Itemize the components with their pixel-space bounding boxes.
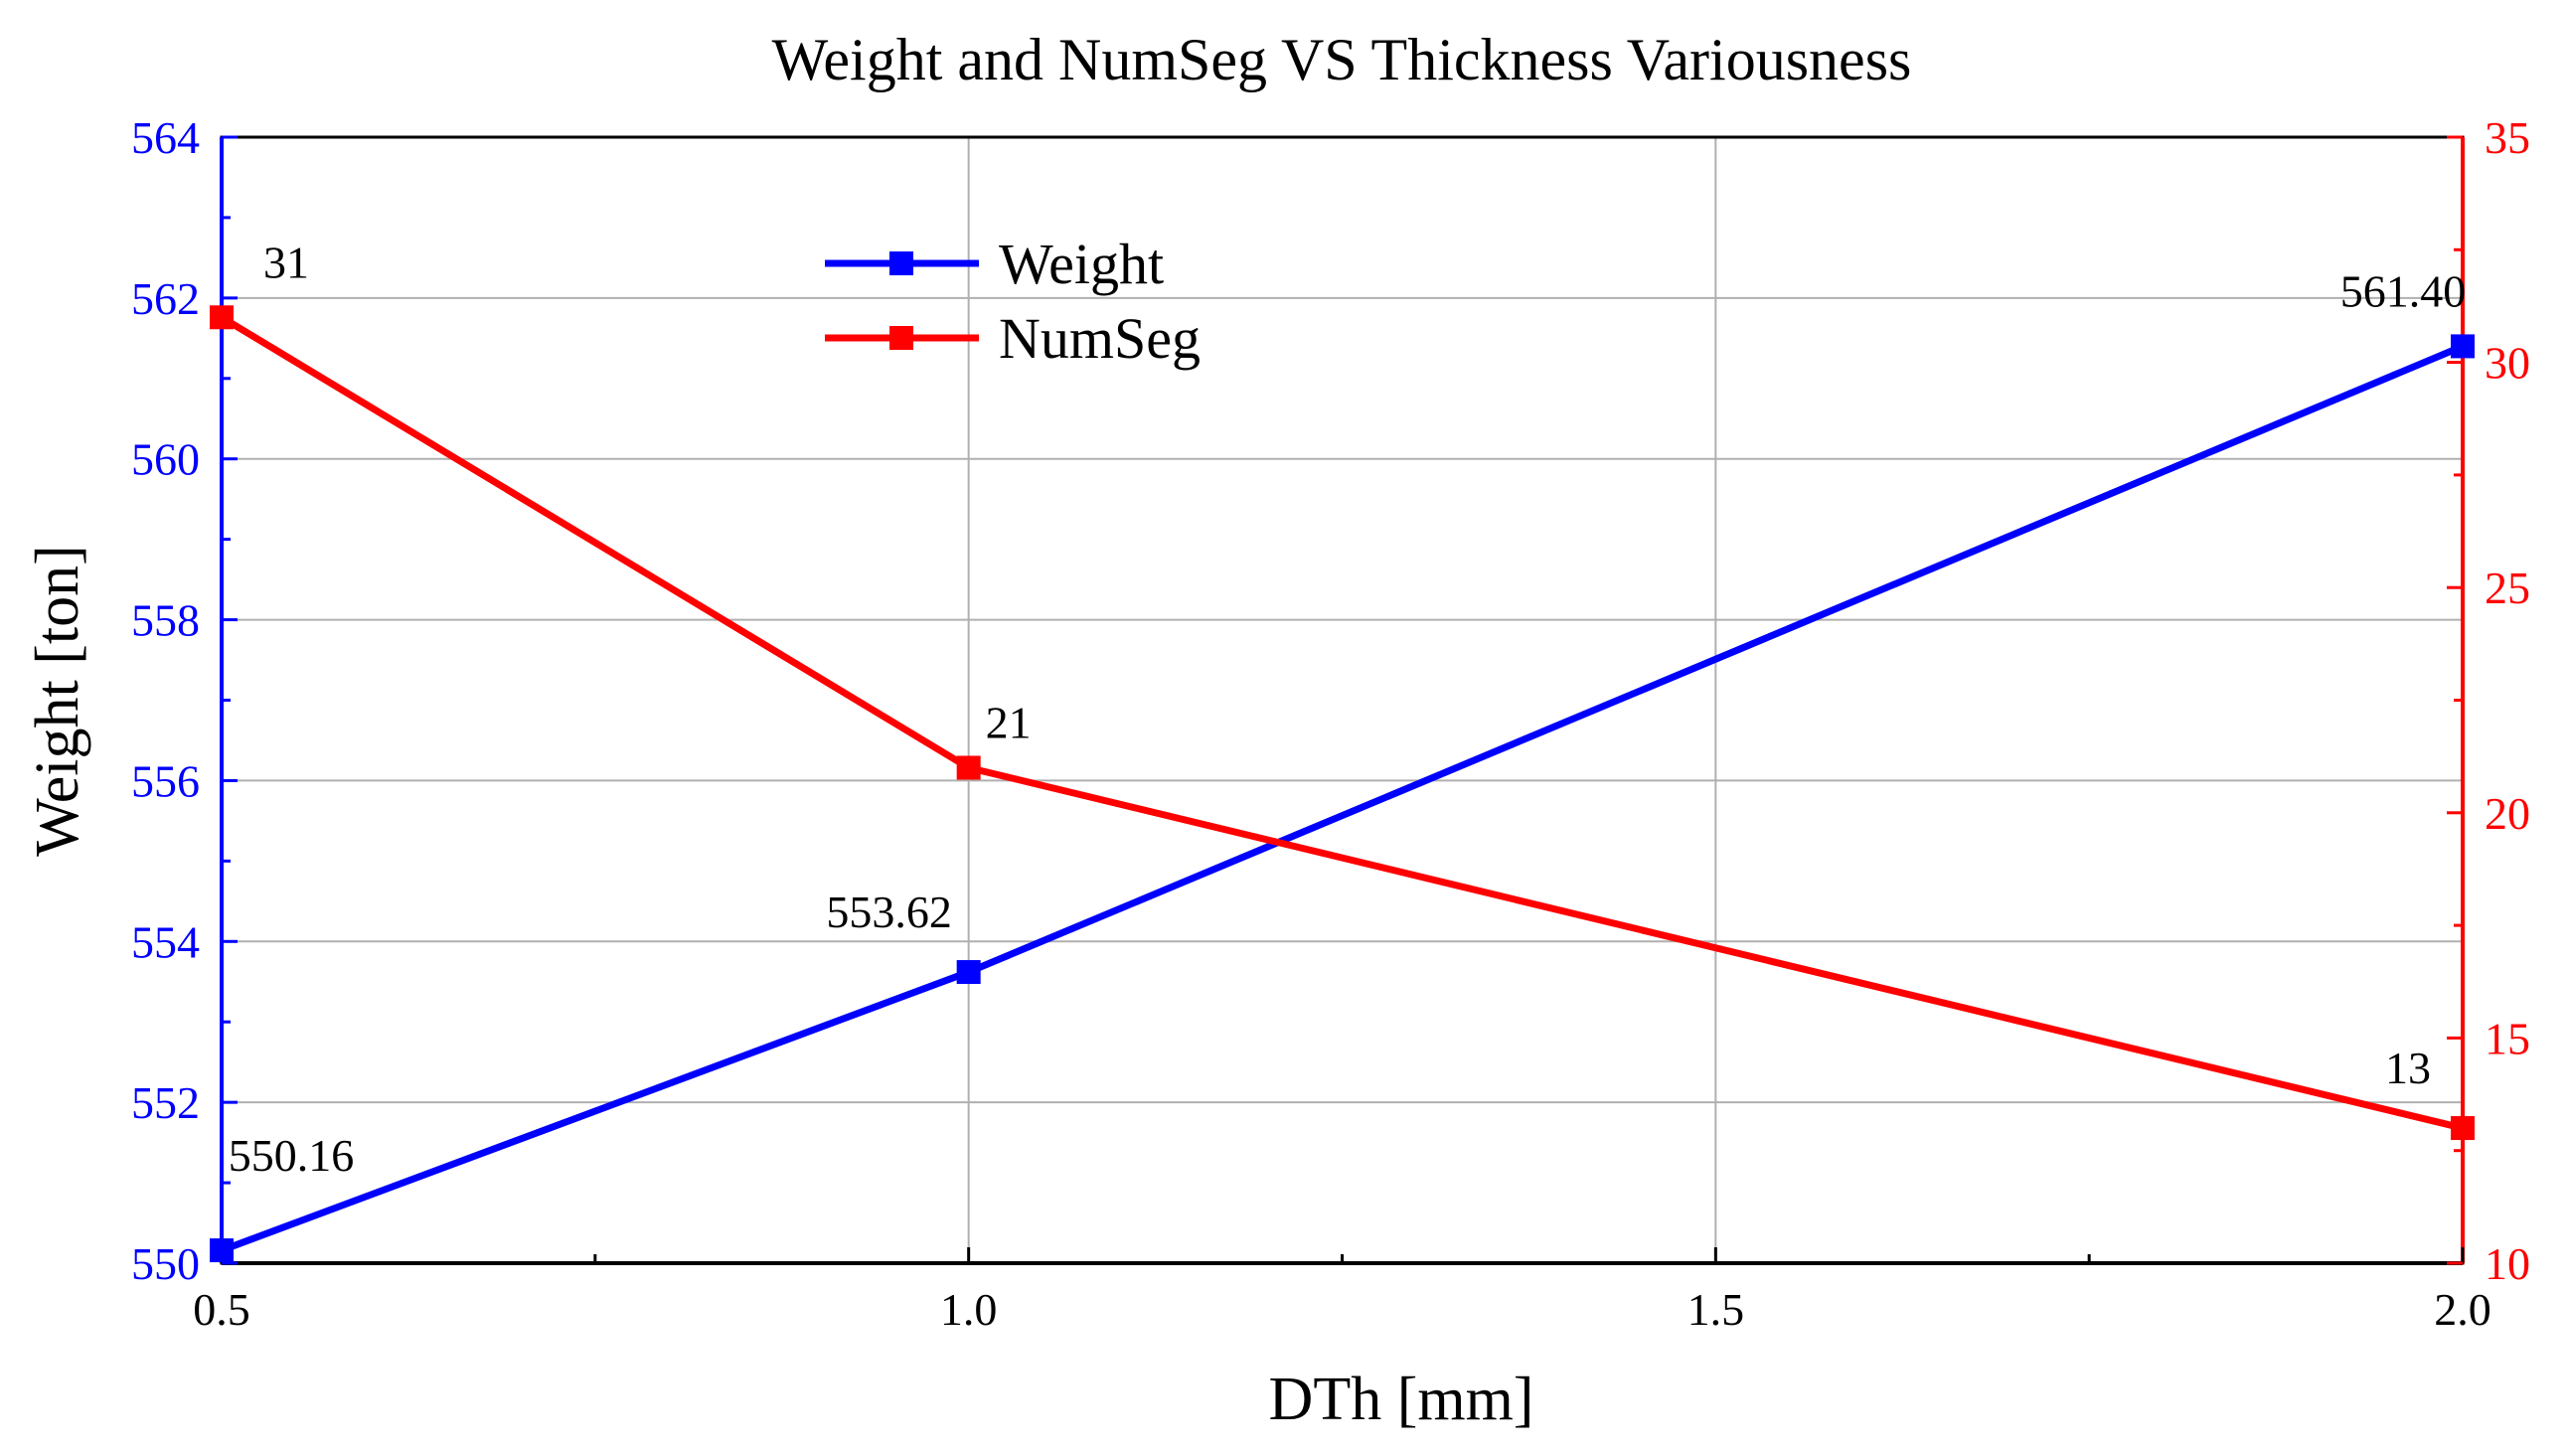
- y-tick-label: 560: [131, 434, 200, 485]
- y2-tick-label: 15: [2485, 1013, 2530, 1063]
- data-label-weight: 561.40: [2340, 265, 2467, 316]
- x-tick-label: 2.0: [2434, 1284, 2491, 1335]
- plot-frame: [220, 135, 2465, 1265]
- data-point-weight: [2451, 334, 2475, 359]
- legend-marker-weight: [889, 251, 913, 275]
- y2-tick-label: 35: [2485, 112, 2530, 163]
- y2-tick-label: 25: [2485, 563, 2530, 613]
- legend-label-numseg: NumSeg: [999, 306, 1201, 371]
- grid-lines: [222, 137, 2463, 1263]
- series-line-weight: [220, 343, 2465, 1254]
- y-tick-label: 558: [131, 595, 200, 646]
- data-label-numseg: 21: [986, 697, 1032, 747]
- y-tick-label: 564: [131, 112, 200, 163]
- data-label-numseg: 13: [2385, 1043, 2431, 1093]
- data-point-weight: [956, 960, 981, 985]
- legend: Weight NumSeg: [825, 232, 1201, 371]
- y-tick-label: 554: [131, 916, 200, 967]
- data-point-numseg: [2451, 1116, 2475, 1141]
- x-tick-label: 1.5: [1687, 1284, 1745, 1335]
- y-tick-label: 552: [131, 1077, 200, 1128]
- x-axis-title: DTh [mm]: [1269, 1366, 1534, 1433]
- series-line-numseg: [220, 314, 2464, 1132]
- y2-tick-label: 30: [2485, 338, 2530, 389]
- y-tick-label: 556: [131, 755, 200, 806]
- y-tick-label: 550: [131, 1238, 200, 1289]
- y2-tick-label: 10: [2485, 1238, 2530, 1289]
- legend-label-weight: Weight: [999, 232, 1164, 296]
- y-axis-title: Weight [ton]: [24, 545, 91, 857]
- data-label-weight: 550.16: [229, 1130, 355, 1181]
- axis-ticks: 0.5 1.0 1.5 2.0 550 552 554 556 558 560 562 564 10 15…: [131, 112, 2530, 1335]
- x-tick-label: 1.0: [940, 1284, 998, 1335]
- x-tick-label: 0.5: [193, 1284, 250, 1335]
- y2-tick-label: 20: [2485, 788, 2530, 839]
- data-label-weight: 553.62: [826, 887, 952, 937]
- series-lines: [210, 305, 2475, 1263]
- data-label-numseg: 31: [263, 237, 309, 287]
- data-point-weight: [210, 1238, 234, 1263]
- data-point-numseg: [210, 305, 234, 330]
- chart-title: Weight and NumSeg VS Thickness Variousne…: [772, 27, 1912, 92]
- data-labels: 550.16 553.62 561.40 31 21 13: [229, 237, 2467, 1181]
- y-tick-label: 562: [131, 273, 200, 324]
- data-point-numseg: [956, 755, 981, 780]
- legend-marker-numseg: [889, 326, 913, 350]
